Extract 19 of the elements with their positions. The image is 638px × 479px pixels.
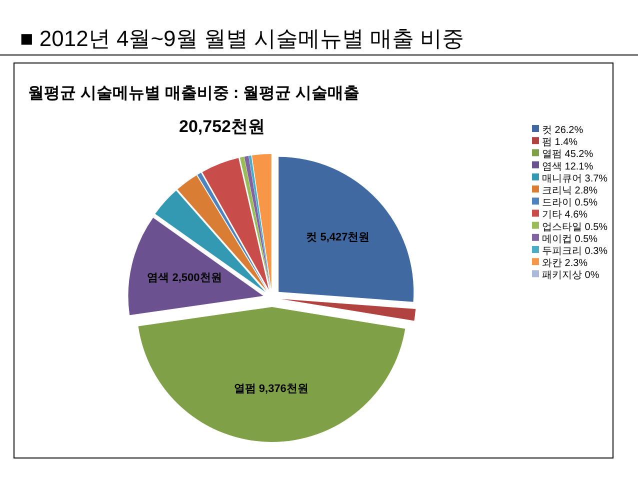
title: ■ 2012년 4월~9월 월별 시술메뉴별 매출 비중 xyxy=(20,26,464,51)
legend-label: 메이컵 0.5% xyxy=(542,234,598,245)
legend-label: 패키지상 0% xyxy=(542,270,600,282)
legend-label: 와칸 2.3% xyxy=(542,258,588,270)
legend-label: 두피크리 0.3% xyxy=(542,246,608,257)
data-label: 컷 5,427천원 xyxy=(306,232,370,244)
legend-label: 매니큐어 3.7% xyxy=(542,173,608,184)
legend-label: 컷 26.2% xyxy=(542,125,584,136)
legend-label: 업스타일 0.5% xyxy=(542,222,608,233)
legend-label: 크리닉 2.8% xyxy=(542,186,598,196)
annotation: 20,752천원 xyxy=(179,117,265,136)
legend-label: 펌 1.4% xyxy=(542,137,578,148)
legend-label: 기타 4.6% xyxy=(542,210,588,221)
data-label: 열펌 9,376천원 xyxy=(234,383,308,395)
subtitle: 월평균 시술메뉴별 매출비중 : 월평균 시술매출 xyxy=(28,85,360,102)
legend-label: 열펌 45.2% xyxy=(542,149,594,160)
legend-label: 염색 12.1% xyxy=(542,161,594,172)
legend-label: 드라이 0.5% xyxy=(542,198,598,209)
data-label: 염색 2,500천원 xyxy=(147,272,222,284)
